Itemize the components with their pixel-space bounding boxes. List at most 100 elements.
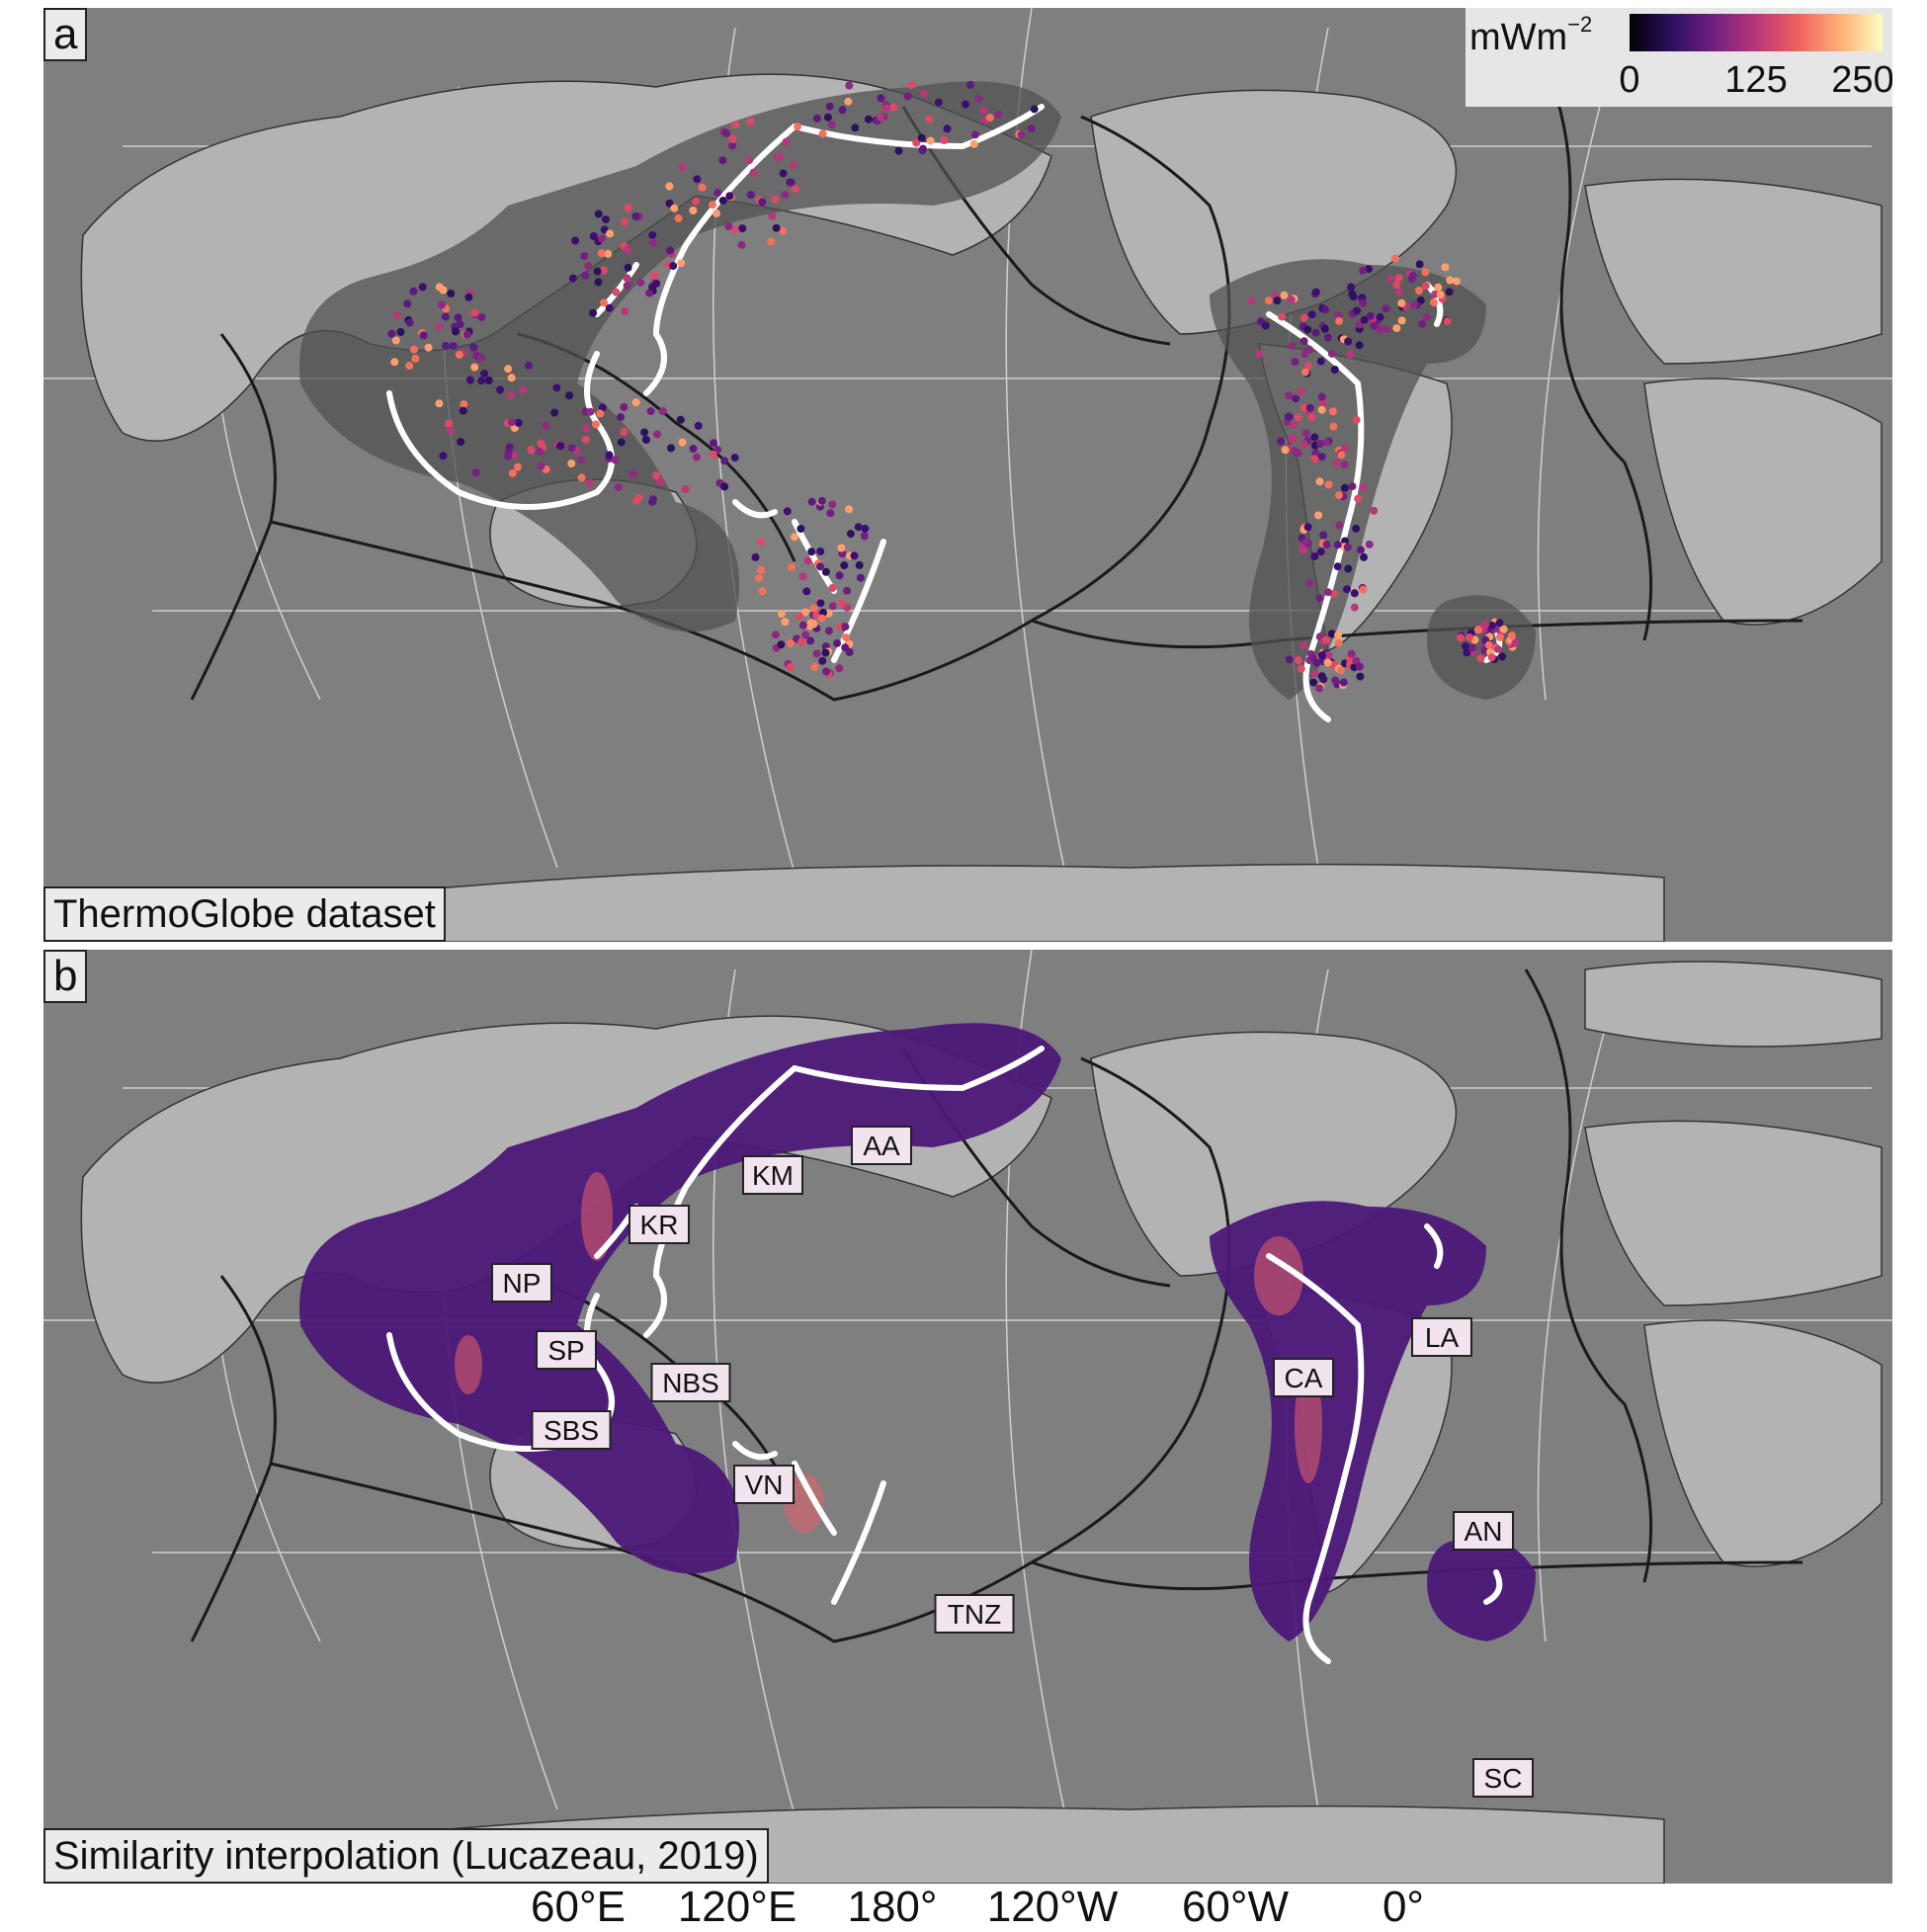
segment-label-aa: AA bbox=[851, 1126, 912, 1165]
heatflow-point bbox=[1255, 350, 1264, 359]
heatflow-point bbox=[1462, 642, 1469, 650]
heatflow-point bbox=[1331, 676, 1340, 685]
heatflow-point bbox=[650, 271, 659, 280]
heatflow-point bbox=[441, 312, 450, 321]
heatflow-point bbox=[504, 365, 513, 374]
heatflow-point bbox=[894, 146, 903, 155]
heatflow-point bbox=[1030, 105, 1039, 114]
heatflow-point bbox=[1350, 603, 1359, 612]
heatflow-point bbox=[582, 424, 591, 433]
heatflow-point bbox=[648, 283, 657, 292]
heatflow-point bbox=[1329, 422, 1338, 431]
heatflow-point bbox=[1264, 296, 1273, 305]
heatflow-point bbox=[864, 115, 873, 124]
heatflow-point bbox=[1294, 413, 1302, 422]
heatflow-point bbox=[786, 639, 795, 648]
heatflow-point bbox=[678, 438, 687, 447]
heatflow-point bbox=[1317, 405, 1326, 414]
heatflow-point bbox=[846, 530, 855, 539]
heatflow-point bbox=[912, 138, 921, 147]
heatflow-point bbox=[670, 204, 679, 212]
heatflow-point bbox=[594, 278, 603, 287]
heatflow-point bbox=[1481, 620, 1490, 629]
heatflow-point bbox=[445, 419, 454, 428]
heatflow-point bbox=[731, 121, 740, 129]
heatflow-point bbox=[767, 237, 776, 246]
heatflow-point bbox=[877, 94, 885, 103]
heatflow-point bbox=[581, 271, 590, 280]
heatflow-point bbox=[665, 182, 674, 191]
heatflow-point bbox=[645, 289, 654, 297]
heatflow-point bbox=[504, 452, 513, 461]
heatflow-point bbox=[1493, 644, 1502, 653]
heatflow-point bbox=[392, 310, 401, 319]
heatflow-point bbox=[1317, 453, 1326, 462]
heatflow-point bbox=[969, 139, 978, 148]
heatflow-point bbox=[917, 133, 926, 142]
heatflow-point bbox=[596, 409, 605, 418]
lon-label-60e: 60°E bbox=[531, 1883, 626, 1931]
heatflow-point bbox=[843, 586, 851, 595]
heatflow-point bbox=[636, 279, 645, 288]
heatflow-point bbox=[1281, 446, 1290, 455]
heatflow-point bbox=[710, 439, 717, 448]
heatflow-point bbox=[435, 322, 444, 331]
heatflow-point bbox=[746, 117, 755, 126]
heatflow-point bbox=[1487, 653, 1496, 662]
heatflow-point bbox=[1247, 296, 1256, 305]
heatflow-point bbox=[806, 636, 815, 645]
buffer-zones bbox=[299, 81, 1536, 700]
heatflow-point bbox=[841, 623, 850, 631]
heatflow-point bbox=[409, 287, 418, 295]
heatflow-point bbox=[593, 267, 602, 276]
heatflow-point bbox=[1327, 630, 1336, 638]
heatflow-point bbox=[567, 460, 576, 467]
heatflow-point bbox=[800, 608, 809, 617]
heatflow-point bbox=[772, 223, 781, 232]
heatflow-point bbox=[1305, 579, 1314, 588]
heatflow-point bbox=[623, 274, 631, 283]
heatflow-point bbox=[1355, 341, 1364, 350]
heatflow-point bbox=[791, 185, 799, 194]
heatflow-point bbox=[439, 286, 448, 294]
heatflow-point bbox=[1303, 523, 1312, 532]
heatflow-point bbox=[424, 343, 433, 352]
heatflow-point bbox=[1334, 630, 1342, 639]
heatflow-point bbox=[907, 81, 916, 89]
heatflow-point bbox=[396, 328, 405, 336]
heatflow-point bbox=[584, 261, 593, 270]
heatflow-point bbox=[606, 229, 615, 238]
heatflow-point bbox=[827, 121, 836, 129]
heatflow-point bbox=[809, 620, 818, 629]
heatflow-point bbox=[513, 462, 522, 471]
heatflow-point bbox=[777, 640, 786, 649]
heatflow-point bbox=[728, 134, 737, 143]
heatflow-point bbox=[940, 136, 949, 144]
heatflow-point bbox=[653, 430, 662, 439]
heatflow-point bbox=[1376, 312, 1384, 321]
heatflow-point bbox=[777, 610, 786, 619]
map-a bbox=[43, 8, 1892, 942]
heatflow-point bbox=[1315, 684, 1324, 693]
heatflow-point bbox=[507, 418, 516, 427]
heatflow-point bbox=[943, 125, 952, 133]
heatflow-point bbox=[844, 97, 853, 106]
segment-label-tnz: TNZ bbox=[934, 1594, 1015, 1634]
heatflow-point bbox=[757, 565, 766, 574]
panel-caption: ThermoGlobe dataset bbox=[43, 886, 446, 942]
svg-text:TNZ: TNZ bbox=[948, 1599, 1001, 1630]
heatflow-point bbox=[537, 462, 545, 470]
map-b: AA KM KR NP SP NBS SBS VN TNZ CA LA AN SC bbox=[43, 950, 1892, 1884]
heatflow-point bbox=[797, 637, 806, 646]
heatflow-point bbox=[1353, 306, 1362, 315]
heatflow-point bbox=[758, 587, 767, 596]
heatflow-point bbox=[471, 468, 480, 477]
heatflow-point bbox=[823, 113, 832, 122]
heatflow-point bbox=[1456, 633, 1465, 642]
heatflow-point bbox=[1484, 640, 1493, 649]
heatflow-point bbox=[828, 500, 837, 509]
heatflow-point bbox=[1311, 288, 1320, 296]
heatflow-point bbox=[1511, 638, 1520, 647]
heatflow-point bbox=[676, 415, 685, 424]
heatflow-point bbox=[678, 162, 687, 171]
